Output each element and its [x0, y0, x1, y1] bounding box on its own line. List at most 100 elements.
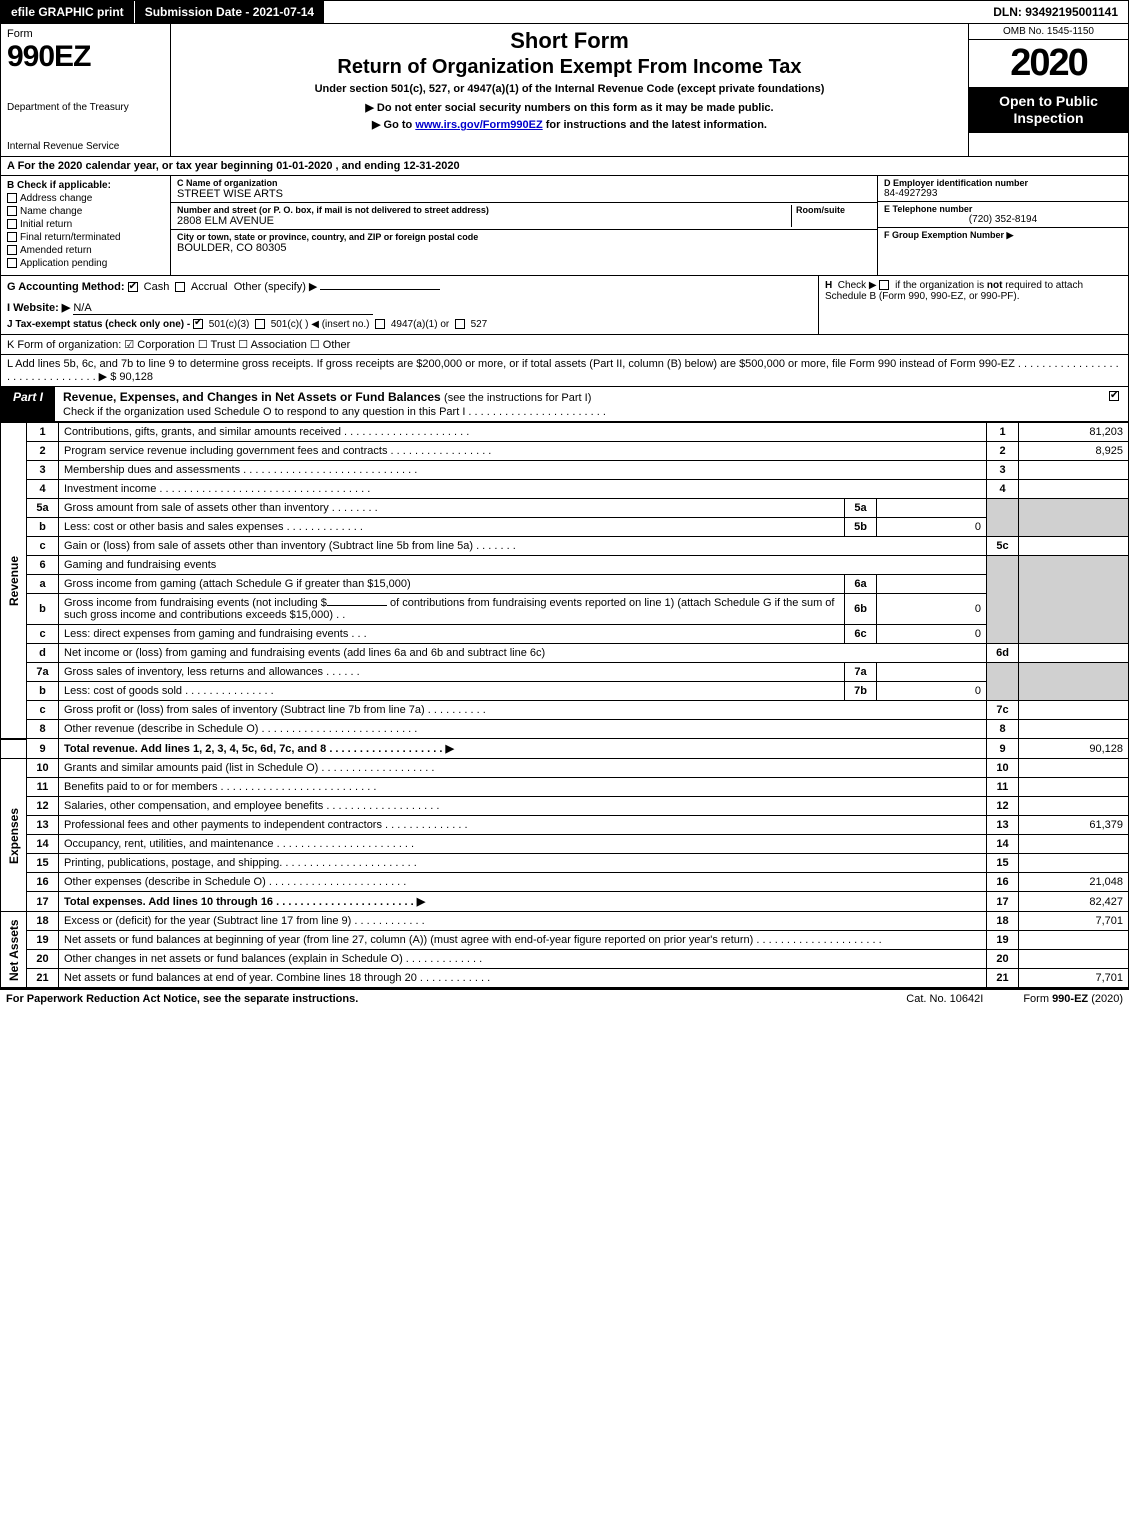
mini-amt-7a [877, 663, 987, 682]
mini-6b: 6b [845, 594, 877, 625]
part-1-check-line: Check if the organization used Schedule … [63, 406, 606, 418]
ln-15: 15 [27, 854, 59, 873]
num-1: 1 [987, 423, 1019, 442]
mini-amt-6b: 0 [877, 594, 987, 625]
6b-blank[interactable] [327, 605, 387, 606]
city-label: City or town, state or province, country… [177, 232, 871, 242]
chk-initial[interactable]: Initial return [7, 219, 164, 230]
desc-1: Contributions, gifts, grants, and simila… [59, 423, 987, 442]
desc-14: Occupancy, rent, utilities, and maintena… [59, 835, 987, 854]
chk-address[interactable]: Address change [7, 193, 164, 204]
mini-7b: 7b [845, 682, 877, 701]
footer-left: For Paperwork Reduction Act Notice, see … [6, 993, 866, 1005]
footer-cat: Cat. No. 10642I [866, 993, 1023, 1005]
desc-19: Net assets or fund balances at beginning… [59, 931, 987, 950]
g-other-input[interactable] [320, 289, 440, 290]
c-addr-row: Number and street (or P. O. box, if mail… [171, 203, 877, 230]
mini-6c: 6c [845, 625, 877, 644]
ln-19: 19 [27, 931, 59, 950]
header-left: Form 990EZ Department of the Treasury In… [1, 24, 171, 156]
num-15: 15 [987, 854, 1019, 873]
amt-2: 8,925 [1019, 442, 1129, 461]
desc-3: Membership dues and assessments . . . . … [59, 461, 987, 480]
open-public: Open to Public Inspection [969, 87, 1128, 133]
amt-13: 61,379 [1019, 816, 1129, 835]
d-label: D Employer identification number [884, 178, 1122, 188]
amt-12 [1019, 797, 1129, 816]
grey-amt-6 [1019, 556, 1129, 644]
amt-16: 21,048 [1019, 873, 1129, 892]
org-address: 2808 ELM AVENUE [177, 215, 791, 227]
mini-amt-5b: 0 [877, 518, 987, 537]
chk-pending[interactable]: Application pending [7, 258, 164, 269]
mini-amt-7b: 0 [877, 682, 987, 701]
ln-5a: 5a [27, 499, 59, 518]
irs-label: Internal Revenue Service [7, 141, 164, 152]
chk-name[interactable]: Name change [7, 206, 164, 217]
lines-table: Revenue 1 Contributions, gifts, grants, … [0, 422, 1129, 988]
chk-final[interactable]: Final return/terminated [7, 232, 164, 243]
topbar: efile GRAPHIC print Submission Date - 20… [0, 0, 1129, 24]
box-b: B Check if applicable: Address change Na… [1, 176, 171, 275]
desc-8: Other revenue (describe in Schedule O) .… [59, 720, 987, 739]
ln-6: 6 [27, 556, 59, 575]
num-18: 18 [987, 912, 1019, 931]
ln-6d: d [27, 644, 59, 663]
desc-2: Program service revenue including govern… [59, 442, 987, 461]
irs-link[interactable]: www.irs.gov/Form990EZ [415, 119, 542, 131]
chk-h[interactable] [879, 280, 889, 290]
part-1-tab: Part I [1, 387, 55, 421]
amt-9: 90,128 [1019, 739, 1129, 759]
num-16: 16 [987, 873, 1019, 892]
c-label: C Name of organization [177, 178, 871, 188]
num-2: 2 [987, 442, 1019, 461]
mini-amt-6c: 0 [877, 625, 987, 644]
part-1-header: Part I Revenue, Expenses, and Changes in… [0, 387, 1129, 422]
goto-pre: ▶ Go to [372, 119, 415, 131]
amt-11 [1019, 778, 1129, 797]
num-5c: 5c [987, 537, 1019, 556]
grey-5 [987, 499, 1019, 537]
chk-accrual[interactable] [175, 282, 185, 292]
mini-7a: 7a [845, 663, 877, 682]
grey-7 [987, 663, 1019, 701]
num-11: 11 [987, 778, 1019, 797]
amt-18: 7,701 [1019, 912, 1129, 931]
ln-14: 14 [27, 835, 59, 854]
amt-6d [1019, 644, 1129, 663]
chk-4947[interactable] [375, 319, 385, 329]
chk-527[interactable] [455, 319, 465, 329]
ln-20: 20 [27, 950, 59, 969]
tax-year: 2020 [969, 40, 1128, 87]
row-gh-left: G Accounting Method: Cash Accrual Other … [1, 276, 818, 334]
netassets-label: Net Assets [1, 912, 27, 988]
mini-5b: 5b [845, 518, 877, 537]
ln-21: 21 [27, 969, 59, 988]
ln-18: 18 [27, 912, 59, 931]
chk-cash[interactable] [128, 282, 138, 292]
efile-print-button[interactable]: efile GRAPHIC print [1, 1, 135, 23]
row-a-tax-year: A For the 2020 calendar year, or tax yea… [0, 157, 1129, 176]
box-def: D Employer identification number 84-4927… [878, 176, 1128, 275]
part-1-checkbox[interactable] [1103, 387, 1128, 421]
num-10: 10 [987, 759, 1019, 778]
topbar-spacer [324, 1, 983, 23]
row-i: I Website: ▶ N/A [7, 301, 812, 315]
c-name-row: C Name of organization STREET WISE ARTS [171, 176, 877, 203]
form-number: 990EZ [7, 40, 164, 74]
title-return: Return of Organization Exempt From Incom… [179, 56, 960, 79]
num-4: 4 [987, 480, 1019, 499]
grey-6 [987, 556, 1019, 644]
ln-3: 3 [27, 461, 59, 480]
header: Form 990EZ Department of the Treasury In… [0, 24, 1129, 157]
ln-7c: c [27, 701, 59, 720]
row-gh: G Accounting Method: Cash Accrual Other … [0, 276, 1129, 335]
desc-16: Other expenses (describe in Schedule O) … [59, 873, 987, 892]
ln-5c: c [27, 537, 59, 556]
mini-5a: 5a [845, 499, 877, 518]
chk-501c[interactable] [255, 319, 265, 329]
grey-amt-5 [1019, 499, 1129, 537]
expenses-label: Expenses [1, 759, 27, 912]
chk-amended[interactable]: Amended return [7, 245, 164, 256]
chk-501c3[interactable] [193, 319, 203, 329]
